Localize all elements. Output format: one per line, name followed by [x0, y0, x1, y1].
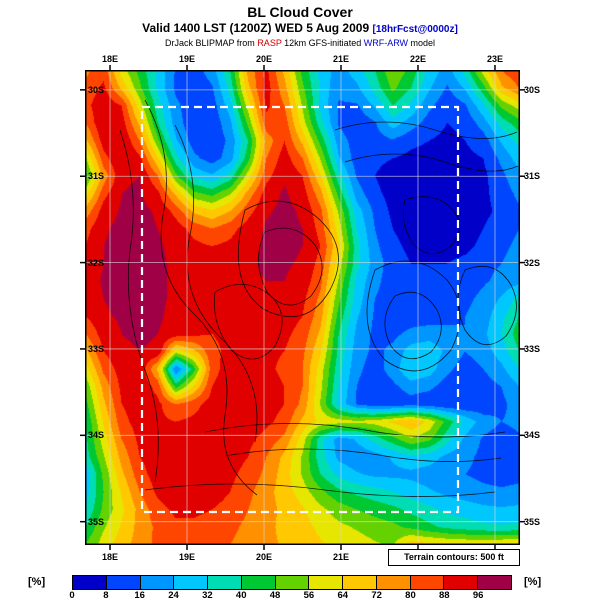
colorbar-tick-label: 72 [371, 590, 382, 600]
terrain-contour [334, 121, 518, 139]
terrain-contour [366, 260, 461, 372]
lon-label-bottom: 19E [178, 552, 195, 562]
colorbar-segment [375, 576, 410, 589]
colorbar-segment [342, 576, 376, 589]
lat-label-left: 34S [88, 430, 105, 441]
colorbar-labels: 0 8 16 24 32 40 48 56 64 72 80 88 96 [69, 590, 512, 600]
colorbar-tick-label: 64 [337, 590, 349, 600]
lat-label-right: 32S [524, 257, 541, 268]
page-title: BL Cloud Cover [247, 4, 353, 20]
valid-time-line: Valid 1400 LST (1200Z) WED 5 Aug 2009 [1… [0, 21, 600, 35]
lat-label-right: 31S [524, 171, 541, 182]
map-overlay [80, 65, 525, 550]
terrain-contour [258, 227, 323, 306]
lon-label-bottom: 18E [102, 552, 119, 562]
model-line-part: RASP [257, 38, 282, 48]
terrain-contour [344, 153, 519, 172]
colorbar-segment [139, 576, 174, 589]
lat-label-left: 31S [88, 171, 105, 182]
colorbar-segment [240, 576, 275, 589]
lon-label-bottom: 20E [255, 552, 272, 562]
terrain-contour [402, 196, 460, 254]
terrain-contour [384, 291, 442, 360]
colorbar-segment [105, 576, 140, 589]
colorbar-segment [207, 576, 241, 589]
colorbar-tick-label: 24 [168, 590, 179, 600]
valid-time-text: Valid 1400 LST (1200Z) WED 5 Aug 2009 [142, 21, 370, 35]
lat-label-left: 35S [88, 516, 105, 527]
lon-label-top: 21E [332, 54, 349, 64]
terrain-contour [144, 483, 496, 497]
lat-label-right: 35S [524, 516, 541, 527]
lon-label-top: 22E [409, 54, 426, 64]
colorbar-tick-label: 96 [472, 590, 484, 600]
lon-label-top: 19E [178, 54, 195, 64]
colorbar [72, 575, 512, 590]
colorbar-segment [443, 576, 478, 589]
colorbar-tick-label: 32 [202, 590, 213, 600]
colorbar-tick-label: 80 [405, 590, 416, 600]
terrain-contour [144, 99, 258, 496]
colorbar-tick-label: 48 [269, 590, 281, 600]
colorbar-tick-label: 16 [134, 590, 145, 600]
lon-label-top: 20E [255, 54, 272, 64]
colorbar-segment [409, 576, 444, 589]
forecast-tag: [18hrFcst@0000z] [372, 24, 458, 35]
lat-label-left: 30S [88, 84, 105, 95]
inner-domain-box [140, 105, 460, 514]
colorbar-segment [308, 576, 343, 589]
lat-label-right: 34S [524, 430, 541, 441]
terrain-contour [119, 129, 159, 483]
colorbar-tick-label: 0 [69, 590, 75, 600]
terrain-contour [204, 423, 506, 438]
lat-label-right: 33S [524, 343, 541, 354]
colorbar-tick-label: 56 [303, 590, 315, 600]
lon-label-top: 18E [102, 54, 119, 64]
model-line-part: DrJack BLIPMAP from [164, 38, 258, 48]
model-line-part: WRF-ARW [363, 38, 409, 48]
map-frame: 18E18E19E19E20E20E21E21E22E22E23E23E30S3… [80, 54, 540, 562]
colorbar-tick-label: 8 [103, 590, 109, 600]
model-line: DrJack BLIPMAP from RASP 12km GFS-initia… [0, 38, 600, 48]
terrain-contour [224, 448, 502, 462]
lat-label-left: 33S [88, 343, 105, 354]
terrain-contour [174, 124, 258, 443]
colorbar-segment [73, 576, 106, 589]
colorbar-tick-label: 88 [439, 590, 450, 600]
terrain-contours-note: Terrain contours: 500 ft [388, 549, 520, 566]
model-line-part: 12km GFS-initiated [281, 38, 364, 48]
terrain-contour [237, 200, 339, 317]
colorbar-segment [477, 576, 511, 589]
terrain-contour [213, 284, 283, 360]
colorbar-segment [173, 576, 208, 589]
terrain-contour [457, 266, 517, 345]
colorbar-unit-left: [%] [28, 576, 46, 588]
lat-label-left: 32S [88, 257, 105, 268]
lon-label-top: 23E [486, 54, 503, 64]
lat-label-right: 30S [524, 84, 541, 95]
colorbar-segment [274, 576, 309, 589]
colorbar-tick-label: 40 [235, 590, 247, 600]
model-line-part: model [408, 38, 436, 48]
map-border [85, 70, 520, 545]
colorbar-unit-right: [%] [524, 576, 542, 588]
lon-label-bottom: 21E [332, 552, 349, 562]
